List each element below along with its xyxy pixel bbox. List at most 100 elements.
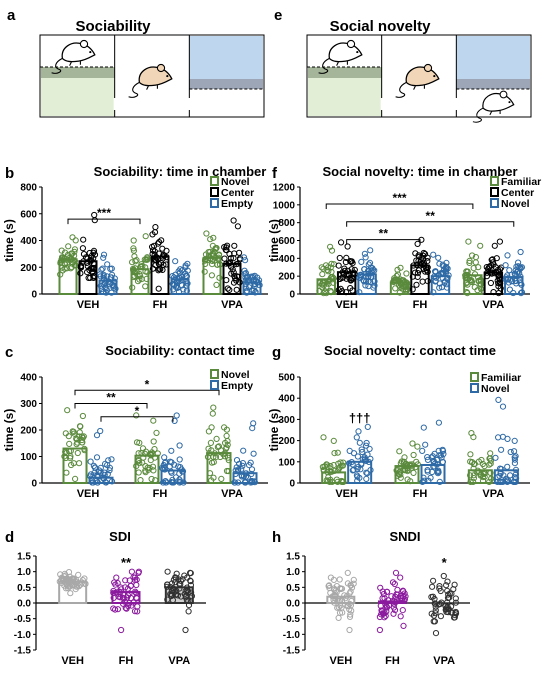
legend-label: Empty	[221, 198, 253, 210]
data-point	[167, 458, 174, 465]
data-point	[79, 412, 87, 420]
data-point	[435, 447, 442, 454]
data-point	[236, 249, 243, 256]
data-point	[79, 439, 86, 446]
data-point	[182, 626, 189, 634]
data-point	[180, 479, 187, 486]
data-point	[59, 255, 66, 262]
data-point	[107, 265, 114, 272]
empty-zone-band	[189, 79, 263, 89]
data-point	[379, 608, 386, 615]
data-point	[118, 626, 125, 634]
data-point	[131, 574, 139, 581]
data-point	[474, 467, 481, 474]
data-point	[320, 434, 327, 441]
data-point	[435, 467, 442, 474]
data-point	[177, 266, 184, 273]
data-point	[517, 280, 524, 287]
data-point	[207, 236, 214, 243]
data-point	[512, 466, 520, 473]
mouse-icon	[318, 39, 363, 74]
data-point	[397, 592, 404, 600]
data-point	[392, 569, 400, 577]
data-point	[430, 618, 437, 625]
data-point	[511, 437, 518, 444]
data-point	[475, 264, 482, 271]
data-point	[404, 282, 411, 290]
data-point	[81, 445, 88, 452]
data-point	[132, 588, 139, 595]
data-point	[76, 460, 83, 467]
data-point	[107, 274, 114, 281]
data-point	[175, 288, 182, 296]
data-point	[218, 475, 225, 482]
data-point	[346, 447, 353, 454]
y-tick-label: 400	[278, 254, 295, 265]
data-point	[164, 581, 171, 588]
data-point	[235, 479, 242, 486]
data-point	[139, 445, 147, 452]
data-point	[436, 260, 443, 267]
data-point	[163, 479, 170, 486]
data-point	[224, 285, 231, 292]
data-point	[155, 267, 162, 274]
data-point	[231, 242, 238, 249]
data-point	[443, 582, 450, 589]
data-point	[156, 266, 163, 273]
y-tick-label: -1.0	[283, 630, 301, 641]
mouse-ear	[499, 90, 508, 99]
legend-label: Familiar	[481, 372, 521, 384]
data-point	[361, 266, 368, 273]
data-point	[494, 277, 501, 284]
data-point	[82, 254, 90, 261]
significance-bracket	[100, 416, 174, 422]
data-point	[80, 433, 87, 440]
data-point	[323, 477, 330, 484]
data-point	[397, 613, 404, 620]
data-point	[428, 610, 435, 617]
data-point	[69, 576, 77, 583]
data-point	[404, 476, 411, 483]
significance-bracket	[74, 403, 148, 409]
data-point	[328, 247, 336, 254]
data-point	[56, 578, 63, 585]
data-point	[184, 588, 191, 595]
data-point	[427, 474, 434, 481]
mouse-tail	[318, 57, 330, 74]
data-point	[330, 576, 337, 584]
data-point	[358, 258, 365, 265]
y-axis-label: time (s)	[2, 409, 16, 452]
y-tick-label: 100	[278, 457, 295, 468]
data-point	[436, 284, 443, 291]
data-point	[350, 576, 357, 584]
data-point	[163, 261, 170, 268]
y-tick-label: 400	[20, 373, 37, 384]
data-point	[504, 272, 511, 279]
y-tick-label: -0.5	[14, 614, 32, 625]
data-point	[383, 608, 390, 615]
data-point	[182, 272, 189, 280]
y-tick-label: 0	[289, 290, 295, 301]
data-point	[419, 447, 426, 454]
data-point	[131, 608, 139, 615]
data-point	[105, 457, 112, 464]
data-point	[452, 595, 459, 602]
data-point	[508, 271, 515, 278]
data-point	[108, 289, 115, 296]
data-point	[64, 576, 71, 583]
data-point	[183, 597, 190, 604]
panel-letter: h	[272, 529, 281, 546]
data-point	[214, 261, 221, 268]
data-point	[208, 447, 215, 454]
panel-letter: a	[7, 7, 16, 24]
y-tick-label: 300	[278, 415, 295, 426]
data-point	[136, 460, 143, 467]
panel-letter: e	[274, 7, 282, 24]
y-tick-label: 200	[20, 263, 37, 274]
x-tick-label: VPA	[482, 299, 504, 311]
data-point	[244, 474, 251, 481]
y-tick-label: 400	[278, 394, 295, 405]
data-point	[164, 596, 171, 603]
data-point	[61, 582, 68, 589]
legend-swatch	[490, 187, 499, 197]
